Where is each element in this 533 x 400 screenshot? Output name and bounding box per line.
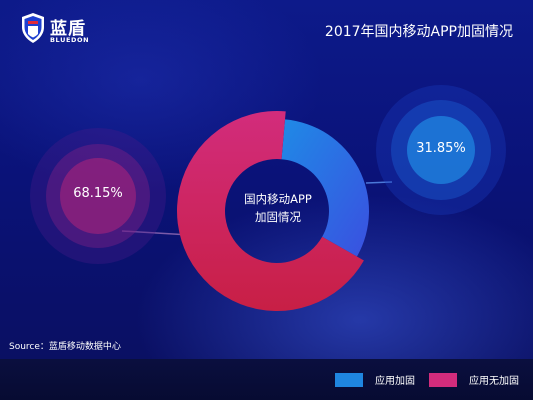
connector-line-unsecured xyxy=(121,230,191,236)
legend-swatch-unsecured xyxy=(429,372,457,387)
legend-label-unsecured: 应用无加固 xyxy=(469,376,519,387)
legend-item-unsecured: 应用无加固 xyxy=(429,372,519,387)
source-note: Source：蓝盾移动数据中心 xyxy=(9,342,121,352)
donut-center-label: 国内移动APP 加固情况 xyxy=(223,190,333,226)
brand-logo: 蓝盾 BLUEDON xyxy=(20,12,100,56)
center-label-line-1: 国内移动APP xyxy=(244,192,312,206)
connector-line-secured xyxy=(365,181,393,184)
halo-secured xyxy=(376,85,506,215)
legend-swatch-secured xyxy=(335,372,363,387)
legend: 应用加固 应用无加固 xyxy=(0,359,533,400)
brand-subtitle: BLUEDON xyxy=(50,36,90,44)
pie-slice-secured xyxy=(281,119,369,257)
halo-unsecured xyxy=(30,128,166,264)
page-title: 2017年国内移动APP加固情况 xyxy=(324,24,513,40)
brand-name: 蓝盾 xyxy=(50,19,86,39)
data-label-secured: 31.85% xyxy=(416,141,466,156)
center-label-line-2: 加固情况 xyxy=(255,210,301,224)
legend-item-secured: 应用加固 xyxy=(335,372,415,387)
legend-label-secured: 应用加固 xyxy=(375,376,415,387)
pie-slice-unsecured xyxy=(176,110,364,311)
data-label-unsecured: 68.15% xyxy=(73,186,123,201)
shield-icon xyxy=(22,13,44,43)
